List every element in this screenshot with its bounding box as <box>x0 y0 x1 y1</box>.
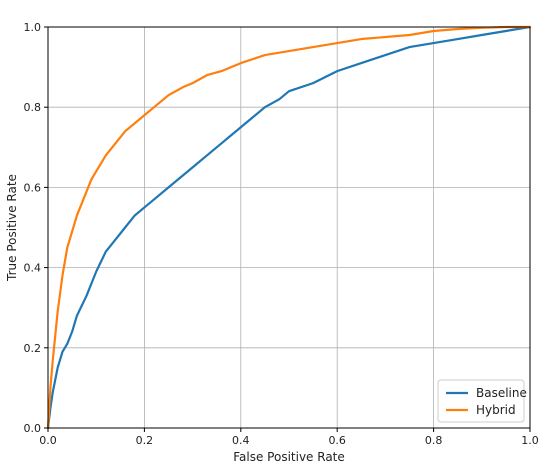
legend-label-hybrid: Hybrid <box>476 403 516 417</box>
grid-lines <box>47 26 531 429</box>
x-tick-label: 0.2 <box>136 434 154 447</box>
x-tick-label: 0.0 <box>39 434 57 447</box>
series-line-baseline <box>46 25 532 430</box>
y-tick-label: 1.0 <box>24 21 42 34</box>
y-tick-label: 0.6 <box>24 181 42 194</box>
x-tick-label: 0.8 <box>425 434 443 447</box>
x-tick-label: 0.6 <box>328 434 346 447</box>
y-tick-label: 0.8 <box>24 101 42 114</box>
axis-ticks: 0.0 0.2 0.4 0.6 0.8 1.0 0.0 0.2 0.4 0.6 0.8 1.0 <box>24 21 539 447</box>
x-tick-label: 1.0 <box>521 434 539 447</box>
y-tick-label: 0.2 <box>24 342 42 355</box>
y-tick-label: 0.4 <box>24 262 42 275</box>
legend-label-baseline: Baseline <box>476 386 527 400</box>
y-axis-label: True Positive Rate <box>5 174 19 282</box>
y-tick-label: 0.0 <box>24 422 42 435</box>
series-layer <box>46 25 532 430</box>
legend-box <box>437 379 525 423</box>
legend: Baseline Hybrid <box>437 379 527 423</box>
plot-frame <box>47 26 531 429</box>
series-line-hybrid <box>46 25 532 430</box>
x-tick-label: 0.4 <box>232 434 250 447</box>
x-axis-label: False Positive Rate <box>233 450 345 464</box>
